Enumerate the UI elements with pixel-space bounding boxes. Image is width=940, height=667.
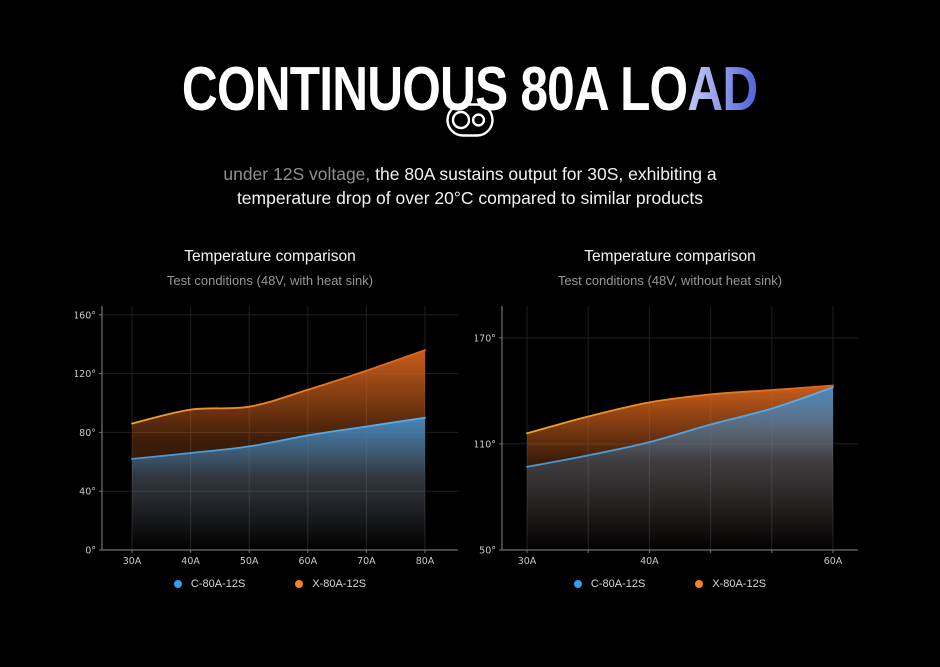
area-chart: 30A 40A 50A 60A 70A 80A 0° 40° 80° 120° 160° xyxy=(73,306,458,567)
chart-panel-with-heatsink: Temperature comparison Test conditions (… xyxy=(73,248,465,590)
chart-legend: C-80A-12S X-80A-12S xyxy=(75,578,465,590)
subtitle-line1: the 80A sustains output for 30S, exhibit… xyxy=(370,164,717,184)
subtitle-line2: temperature drop of over 20°C compared t… xyxy=(236,188,704,208)
svg-text:60A: 60A xyxy=(299,556,318,567)
temperature-chart-without-heatsink: 30A 40A 60A 50° 110° 170° xyxy=(473,300,865,570)
series-x-80a-12s-line xyxy=(131,349,426,425)
subtitle-condition: under 12S voltage, xyxy=(223,164,371,184)
series-c-80a-12s-line xyxy=(131,416,426,460)
legend-dot-icon xyxy=(173,580,182,588)
chart-title: Temperature comparison xyxy=(184,248,356,265)
svg-text:0°: 0° xyxy=(85,546,96,557)
legend-dot-icon xyxy=(295,580,304,588)
series-x-80a-12s-line xyxy=(526,384,834,435)
legend-label: C-80A-12S xyxy=(190,578,246,590)
area-chart: 30A 40A 60A 50° 110° 170° xyxy=(473,306,858,567)
legend-item-x-80a-12s: X-80A-12S xyxy=(695,578,766,590)
chart-title: Temperature comparison xyxy=(584,248,756,265)
svg-text:170°: 170° xyxy=(475,333,496,344)
legend-dot-icon xyxy=(573,580,582,588)
legend-dot-icon xyxy=(695,580,704,588)
temperature-chart-with-heatsink: 30A 40A 50A 60A 70A 80A 0° 40° 80° 120° 160° xyxy=(73,300,465,570)
svg-text:50A: 50A xyxy=(240,556,259,567)
page-title-accent: AD xyxy=(687,54,759,124)
legend-label: X-80A-12S xyxy=(312,578,367,590)
svg-text:60A: 60A xyxy=(824,556,843,567)
series-c-80a-12s-line xyxy=(526,386,834,468)
chart-panel-without-heatsink: Temperature comparison Test conditions (… xyxy=(473,248,865,590)
svg-text:80°: 80° xyxy=(79,428,96,439)
page-title: CONTINUOUS 80A LOAD xyxy=(182,54,759,124)
charts-row: Temperature comparison Test conditions (… xyxy=(0,248,940,590)
page-title-main: CONTINUOUS 80A LO xyxy=(182,54,688,124)
svg-text:50°: 50° xyxy=(479,546,496,557)
stadium-two-circles-icon xyxy=(446,103,494,142)
legend-item-c-80a-12s: C-80A-12S xyxy=(573,578,646,590)
legend-label: C-80A-12S xyxy=(590,578,646,590)
series-c-80a-12s-area xyxy=(527,387,833,550)
svg-text:30A: 30A xyxy=(123,556,142,567)
svg-text:30A: 30A xyxy=(518,556,537,567)
svg-text:80A: 80A xyxy=(416,556,435,567)
svg-text:120°: 120° xyxy=(75,369,96,380)
chart-subtitle: Test conditions (48V, without heat sink) xyxy=(557,273,783,288)
svg-text:70A: 70A xyxy=(357,556,376,567)
svg-text:40A: 40A xyxy=(181,556,200,567)
legend-item-x-80a-12s: X-80A-12S xyxy=(295,578,366,590)
chart-subtitle: Test conditions (48V, with heat sink) xyxy=(166,273,374,288)
svg-text:110°: 110° xyxy=(475,439,496,450)
page-subtitle: under 12S voltage, the 80A sustains outp… xyxy=(0,162,940,210)
legend-label: X-80A-12S xyxy=(712,578,767,590)
series-c-80a-12s-area xyxy=(132,417,425,550)
svg-text:160°: 160° xyxy=(75,310,96,321)
svg-text:40°: 40° xyxy=(79,487,96,498)
legend-item-c-80a-12s: C-80A-12S xyxy=(173,578,246,590)
svg-text:40A: 40A xyxy=(640,556,659,567)
chart-legend: C-80A-12S X-80A-12S xyxy=(475,578,865,590)
